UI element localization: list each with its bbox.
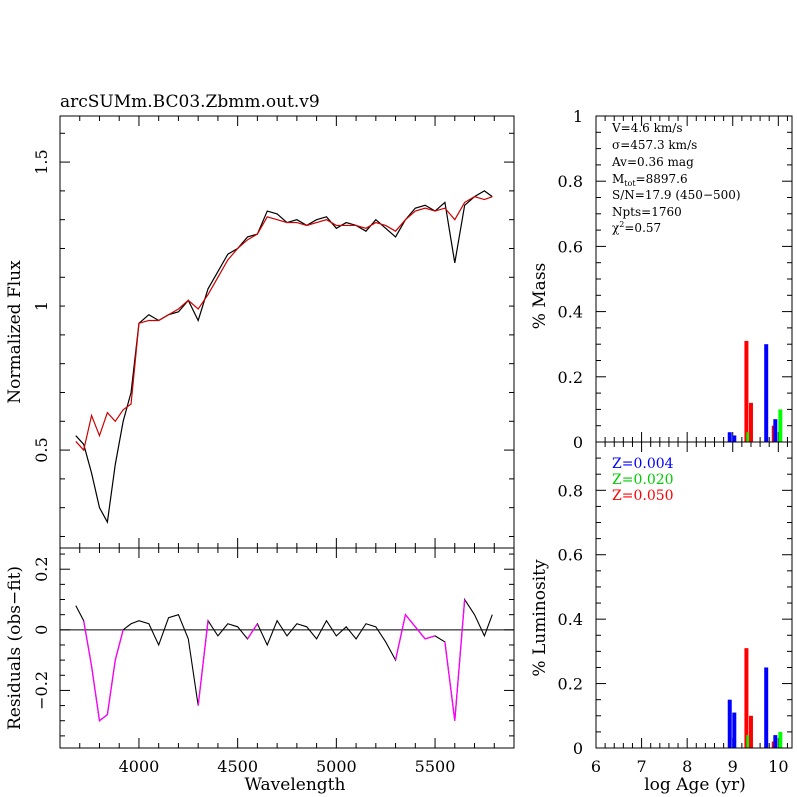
luminosity-ylabel: % Luminosity: [530, 559, 550, 677]
luminosity-fraction-bar: [727, 699, 732, 748]
residual-panel: −0.2 0 0.2 4000 4500 5000 5500 Wavelengt…: [5, 547, 515, 795]
residual-ytick-label: 0: [32, 625, 51, 635]
legend-z004: Z=0.004: [612, 456, 674, 472]
mass-ytick-label: 1: [573, 107, 583, 126]
spectrum-panel: 0.5 1 1.5 Normalized Flux: [5, 115, 515, 549]
mass-panel: 0 0.2 0.4 0.6 0.8 1 % Mass V=4.6 km/s σ=…: [530, 107, 793, 452]
spectrum-ytick-label: 1: [32, 301, 51, 311]
mass-ytick-label: 0: [573, 433, 583, 452]
mass-fraction-bar: [727, 432, 732, 442]
luminosity-fraction-bar: [773, 735, 778, 748]
mass-fraction-bar: [732, 435, 737, 442]
wavelength-tick-label: 4000: [119, 757, 160, 776]
residual-lines: [60, 597, 514, 722]
mass-fraction-bar: [744, 340, 749, 442]
luminosity-ytick-label: 0.8: [558, 481, 583, 500]
residual-line: [75, 597, 493, 722]
legend-z050: Z=0.050: [612, 488, 674, 504]
spectrum-ytick-label: 0.5: [32, 437, 51, 462]
residual-frame: [59, 547, 515, 749]
luminosity-fraction-bar: [748, 715, 753, 748]
figure-title: arcSUMm.BC03.Zbmm.out.v9: [60, 92, 320, 112]
fit-velocity: V=4.6 km/s: [611, 121, 682, 135]
mass-bars: [727, 340, 783, 442]
luminosity-fraction-bar: [746, 735, 751, 748]
wavelength-tick-label: 4500: [217, 757, 258, 776]
model-fit-line: [75, 195, 493, 452]
masked-residual-segment: [394, 613, 416, 661]
spectrum-ticks: [59, 116, 515, 548]
fit-sigma: σ=457.3 km/s: [612, 138, 697, 152]
wavelength-tick-label: 5000: [316, 757, 357, 776]
metallicity-legend: Z=0.004 Z=0.020 Z=0.050: [612, 456, 674, 504]
masked-residual-segment: [414, 626, 436, 640]
mass-ytick-label: 0.8: [558, 172, 583, 191]
spectrum-lines: [75, 190, 493, 524]
age-tick-label: 8: [682, 757, 692, 776]
fit-chi-value: =0.57: [624, 221, 661, 235]
wavelength-tick-label: 5500: [415, 757, 456, 776]
luminosity-fraction-bar: [744, 648, 749, 748]
luminosity-fraction-bar: [778, 731, 783, 748]
luminosity-frame: [595, 441, 793, 749]
luminosity-fraction-bar: [732, 712, 737, 748]
mass-ytick-label: 0.6: [558, 237, 583, 256]
fit-npts: Npts=1760: [612, 205, 682, 219]
mass-fraction-bar: [764, 344, 769, 442]
mass-fraction-bar: [778, 409, 783, 442]
luminosity-ytick-label: 0.4: [558, 610, 583, 629]
mass-ytick-label: 0.4: [558, 303, 583, 322]
residual-ylabel: Residuals (obs−fit): [5, 566, 25, 730]
age-axis-label: log Age (yr): [644, 775, 746, 795]
fit-sn: S/N=17.9 (450−500): [612, 188, 741, 202]
luminosity-ytick-label: 0.6: [558, 546, 583, 565]
fit-chi2: χ2=0.57: [612, 220, 661, 235]
fit-chi-prefix: χ: [612, 221, 620, 235]
luminosity-ytick-label: 0: [573, 739, 583, 758]
masked-residual-segment: [246, 623, 258, 640]
fit-chi-sup: 2: [619, 220, 624, 229]
luminosity-bars: [727, 648, 783, 748]
spectrum-ylabel: Normalized Flux: [5, 260, 25, 404]
masked-residual-segment: [83, 620, 124, 722]
luminosity-ytick-label: 0.2: [558, 675, 583, 694]
spectrum-frame: [59, 115, 515, 549]
fit-mtot-prefix: M: [612, 172, 624, 186]
mass-ylabel: % Mass: [530, 263, 550, 330]
age-tick-label: 6: [591, 757, 601, 776]
observed-spectrum-line: [75, 190, 493, 524]
fit-mtot: Mtot=8897.6: [612, 172, 688, 188]
residual-ytick-label: 0.2: [32, 556, 51, 581]
mass-fraction-bar: [748, 402, 753, 442]
luminosity-fraction-bar: [764, 667, 769, 748]
spectrum-ytick-label: 1.5: [32, 149, 51, 174]
luminosity-ticks: [595, 441, 792, 749]
legend-z020: Z=0.020: [612, 472, 674, 488]
wavelength-axis-label: Wavelength: [245, 775, 346, 795]
age-tick-label: 7: [636, 757, 646, 776]
fit-mtot-value: =8897.6: [636, 172, 688, 186]
mass-fraction-bar: [746, 432, 751, 442]
luminosity-panel: 0 0.2 0.4 0.6 0.8 6 7 8 9 10 log Age (yr…: [530, 441, 793, 795]
masked-residual-segment: [197, 620, 209, 706]
age-tick-label: 9: [728, 757, 738, 776]
fit-av: Av=0.36 mag: [611, 155, 694, 169]
mass-ytick-label: 0.2: [558, 368, 583, 387]
residual-ytick-label: −0.2: [32, 671, 51, 710]
mass-fraction-bar: [773, 419, 778, 442]
masked-residual-segment: [444, 599, 466, 721]
age-tick-label: 10: [768, 757, 788, 776]
fit-mtot-sub: tot: [624, 179, 636, 188]
fit-info: V=4.6 km/s σ=457.3 km/s Av=0.36 mag Mtot…: [611, 121, 741, 235]
